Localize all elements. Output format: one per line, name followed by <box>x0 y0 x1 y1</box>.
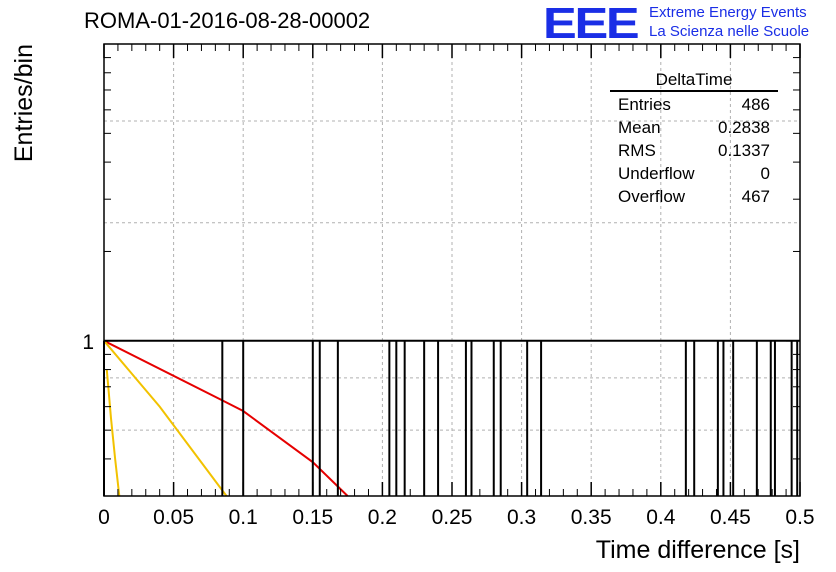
stats-row: Underflow 0 <box>610 162 778 185</box>
x-tick-label: 0.45 <box>710 506 751 529</box>
fit-curve-yellow <box>105 369 121 497</box>
stats-divider <box>610 90 778 92</box>
eee-logo-mark: EEE <box>543 0 640 48</box>
stats-row: RMS 0.1337 <box>610 139 778 162</box>
stats-value: 0.1337 <box>718 141 770 160</box>
logo-line-1: Extreme Energy Events <box>649 4 807 21</box>
fit-curve-red <box>103 339 349 497</box>
stats-label: RMS <box>618 141 656 160</box>
stats-value: 467 <box>741 187 770 206</box>
x-tick-label: 0.3 <box>507 506 536 529</box>
stats-title: DeltaTime <box>655 70 733 89</box>
x-tick-label: 0.35 <box>571 506 612 529</box>
stats-value: 0.2838 <box>718 118 770 137</box>
stats-label: Entries <box>618 95 671 114</box>
stats-row: Entries 486 <box>610 93 778 116</box>
eee-logo-text: Extreme Energy Events La Scienza nelle S… <box>649 3 809 41</box>
stats-box: DeltaTime Entries 486 Mean 0.2838 RMS 0.… <box>610 70 778 208</box>
x-tick-label: 0.2 <box>368 506 397 529</box>
x-tick-label: 0 <box>98 506 110 529</box>
eee-logo: EEE Extreme Energy Events La Scienza nel… <box>543 2 809 46</box>
stats-value: 486 <box>741 95 770 114</box>
stats-label: Underflow <box>618 164 695 183</box>
stats-label: Mean <box>618 118 661 137</box>
x-tick-label: 0.4 <box>646 506 676 529</box>
x-tick-label: 0.05 <box>153 506 194 529</box>
x-tick-label: 0.5 <box>785 506 814 529</box>
run-title: ROMA-01-2016-08-28-00002 <box>84 8 371 33</box>
stats-row: Overflow 467 <box>610 185 778 208</box>
stats-value: 0 <box>760 164 770 183</box>
fit-curve-yellow <box>103 340 228 497</box>
stats-row: Mean 0.2838 <box>610 116 778 139</box>
logo-line-2: La Scienza nelle Scuole <box>649 23 810 40</box>
y-tick-label: 1 <box>82 331 94 354</box>
x-axis-label: Time difference [s] <box>596 536 800 564</box>
x-tick-label: 0.25 <box>432 506 473 529</box>
x-tick-label: 0.1 <box>229 506 258 529</box>
y-axis-label: Entries/bin <box>10 44 38 162</box>
x-tick-label: 0.15 <box>292 506 333 529</box>
stats-label: Overflow <box>618 187 686 206</box>
